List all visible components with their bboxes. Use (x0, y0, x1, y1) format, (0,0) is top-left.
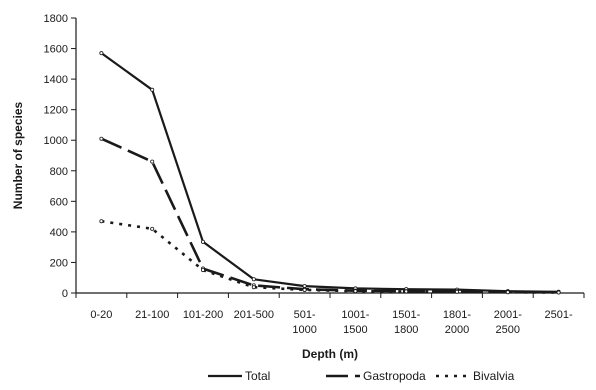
y-tick-label: 800 (50, 166, 68, 178)
data-point-total (150, 87, 155, 92)
legend-label-total: Total (245, 369, 270, 383)
data-point-bivalvia (454, 289, 459, 294)
x-tick-label: 1801- (443, 309, 471, 321)
data-point-total (99, 51, 104, 56)
x-tick-label: 2001- (494, 309, 522, 321)
x-axis-title: Depth (m) (302, 347, 358, 361)
y-tick-label: 1000 (44, 135, 68, 147)
y-tick-label: 1400 (44, 74, 68, 86)
y-tick-label: 1800 (44, 13, 68, 25)
x-tick-label: 2500 (496, 324, 520, 336)
y-tick-label: 200 (50, 257, 68, 269)
tick-labels: 0 200 400 600 800 1000 1200 1400 1600 1800 0-20 21-… (44, 13, 573, 336)
data-point-bivalvia (404, 289, 409, 294)
x-tick-label: 101-200 (183, 309, 223, 321)
series-line-gastropoda (100, 137, 559, 294)
x-tick-label: 1501- (392, 309, 420, 321)
data-point-bivalvia (200, 268, 205, 273)
series-line-total (100, 52, 559, 293)
data-point-bivalvia (99, 219, 104, 224)
axes (71, 17, 585, 298)
data-point-bivalvia (505, 290, 510, 295)
data-point-gastropoda (99, 136, 104, 141)
series-line-bivalvia (101, 219, 559, 294)
data-point-bivalvia (251, 285, 256, 290)
data-point-bivalvia (302, 287, 307, 292)
x-tick-label: 2000 (445, 324, 469, 336)
data-point-gastropoda (150, 159, 155, 164)
data-point-total (200, 239, 205, 244)
data-point-bivalvia (556, 290, 561, 295)
y-tick-label: 600 (50, 196, 68, 208)
y-tick-label: 1200 (44, 105, 68, 117)
y-tick-label: 1600 (44, 44, 68, 56)
x-tick-label: 21-100 (135, 309, 169, 321)
x-tick-label: 1001- (341, 309, 369, 321)
legend-label-bivalvia: Bivalvia (473, 369, 515, 383)
x-tick-label: 2501- (545, 309, 573, 321)
legend-label-gastropoda: Gastropoda (363, 369, 426, 383)
x-tick-label: 0-20 (90, 309, 112, 321)
data-point-bivalvia (150, 226, 155, 231)
y-tick-label: 400 (50, 227, 68, 239)
series-lines (99, 51, 561, 295)
data-point-total (251, 277, 256, 282)
y-axis-title: Number of species (11, 101, 25, 209)
x-tick-label: 1000 (292, 324, 316, 336)
x-tick-label: 1500 (343, 324, 367, 336)
x-tick-label: 201-500 (234, 309, 274, 321)
x-tick-label: 501- (294, 309, 316, 321)
x-tick-label: 1800 (394, 324, 418, 336)
data-point-bivalvia (353, 289, 358, 294)
y-tick-label: 0 (62, 288, 68, 300)
legend: Total Gastropoda Bivalvia (208, 369, 515, 383)
